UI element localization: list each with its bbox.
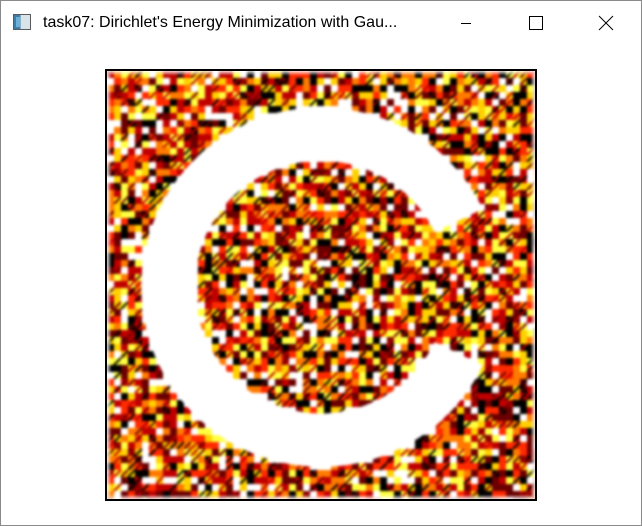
- render-viewport[interactable]: [105, 69, 537, 501]
- close-icon: [598, 15, 614, 31]
- dirichlet-energy-canvas[interactable]: [107, 71, 535, 499]
- minimize-button[interactable]: [436, 1, 496, 46]
- client-area: [1, 46, 641, 525]
- app-window-icon[interactable]: [13, 14, 31, 30]
- title-bar[interactable]: task07: Dirichlet's Energy Minimization …: [1, 1, 641, 46]
- maximize-icon: [529, 16, 543, 30]
- minimize-icon: [461, 23, 471, 24]
- window-title: task07: Dirichlet's Energy Minimization …: [43, 14, 398, 31]
- maximize-button[interactable]: [506, 1, 566, 46]
- close-button[interactable]: [576, 1, 636, 46]
